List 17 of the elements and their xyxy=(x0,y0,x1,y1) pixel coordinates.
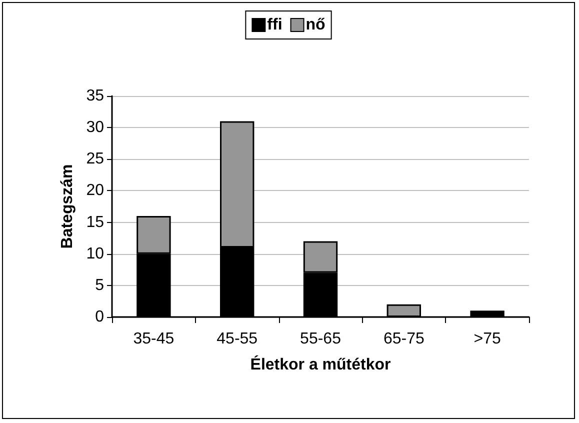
x-tick-label: 65-75 xyxy=(383,330,424,348)
y-tick-label: 25 xyxy=(86,150,104,168)
y-tick-label: 30 xyxy=(86,119,104,136)
y-tick-label: 5 xyxy=(95,276,104,294)
y-axis-title: Bategszám xyxy=(58,164,76,249)
y-tick-label: 15 xyxy=(86,214,104,231)
y-tick-label: 35 xyxy=(86,88,104,104)
x-axis-title: Életkor a műtétkor xyxy=(250,354,391,374)
y-tick-label: 0 xyxy=(95,308,104,326)
x-tick-label: 35-45 xyxy=(133,330,174,348)
y-tick-label: 20 xyxy=(86,182,104,200)
legend-label: nő xyxy=(306,16,326,34)
x-tick-label: 55-65 xyxy=(300,330,342,348)
x-tick-label: 45-55 xyxy=(216,330,258,348)
legend-label: ffi xyxy=(267,16,282,34)
x-tick-label: >75 xyxy=(474,330,501,348)
y-tick-label: 10 xyxy=(86,245,104,262)
